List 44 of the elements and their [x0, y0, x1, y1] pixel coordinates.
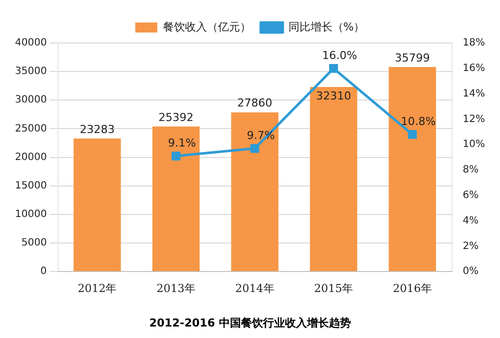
x-tick-label: 2013年 — [156, 282, 196, 296]
data-label: 10.8% — [400, 114, 436, 128]
y-tick-label: 40000 — [15, 38, 47, 49]
y-tick-label: 0 — [40, 266, 47, 278]
legend-label: 餐饮收入（亿元） — [162, 20, 251, 34]
data-label: 35799 — [394, 51, 430, 64]
bar — [388, 67, 436, 272]
y-tick-label: 30000 — [15, 94, 47, 106]
x-tick-label: 2014年 — [235, 282, 274, 296]
y2-tick-label: 14% — [462, 88, 486, 100]
data-label: 23283 — [80, 122, 115, 136]
x-tick-label: 2015年 — [314, 282, 354, 296]
data-label: 9.1% — [168, 136, 196, 150]
x-tick-label: 2012年 — [78, 282, 117, 296]
point — [408, 130, 417, 139]
y-tick-label: 35000 — [15, 66, 47, 78]
y-tick-label: 15000 — [15, 180, 47, 192]
y2-tick-label: 4% — [462, 215, 479, 226]
y2-tick-label: 2% — [462, 240, 479, 252]
y-tick-label: 5000 — [21, 238, 47, 249]
text: 2012-2016 中国餐饮行业收入增长趋势 — [149, 316, 351, 330]
point — [329, 64, 338, 73]
y-tick-label: 20000 — [15, 152, 47, 163]
y2-tick-label: 10% — [462, 139, 486, 150]
x-tick-label: 2016年 — [392, 282, 432, 296]
bar — [74, 138, 121, 272]
bar — [231, 112, 278, 272]
point — [250, 144, 260, 153]
y-tick-label: 25000 — [15, 123, 47, 134]
point — [172, 152, 180, 160]
y-tick-label: 10000 — [15, 209, 47, 220]
data-label: 25392 — [158, 110, 194, 124]
legend-label: 同比增长（%） — [288, 20, 365, 34]
data-label: 32310 — [316, 89, 352, 102]
data-label: 16.0% — [322, 48, 358, 62]
y2-tick-label: 12% — [462, 114, 486, 125]
y2-tick-label: 6% — [462, 190, 479, 201]
bar — [152, 126, 200, 272]
bar — [310, 86, 358, 272]
y2-tick-label: 0% — [462, 266, 479, 278]
y2-tick-label: 8% — [462, 164, 479, 176]
y2-tick-label: 16% — [462, 62, 486, 74]
y2-tick-label: 18% — [462, 38, 486, 49]
data-label: 27860 — [237, 96, 272, 110]
